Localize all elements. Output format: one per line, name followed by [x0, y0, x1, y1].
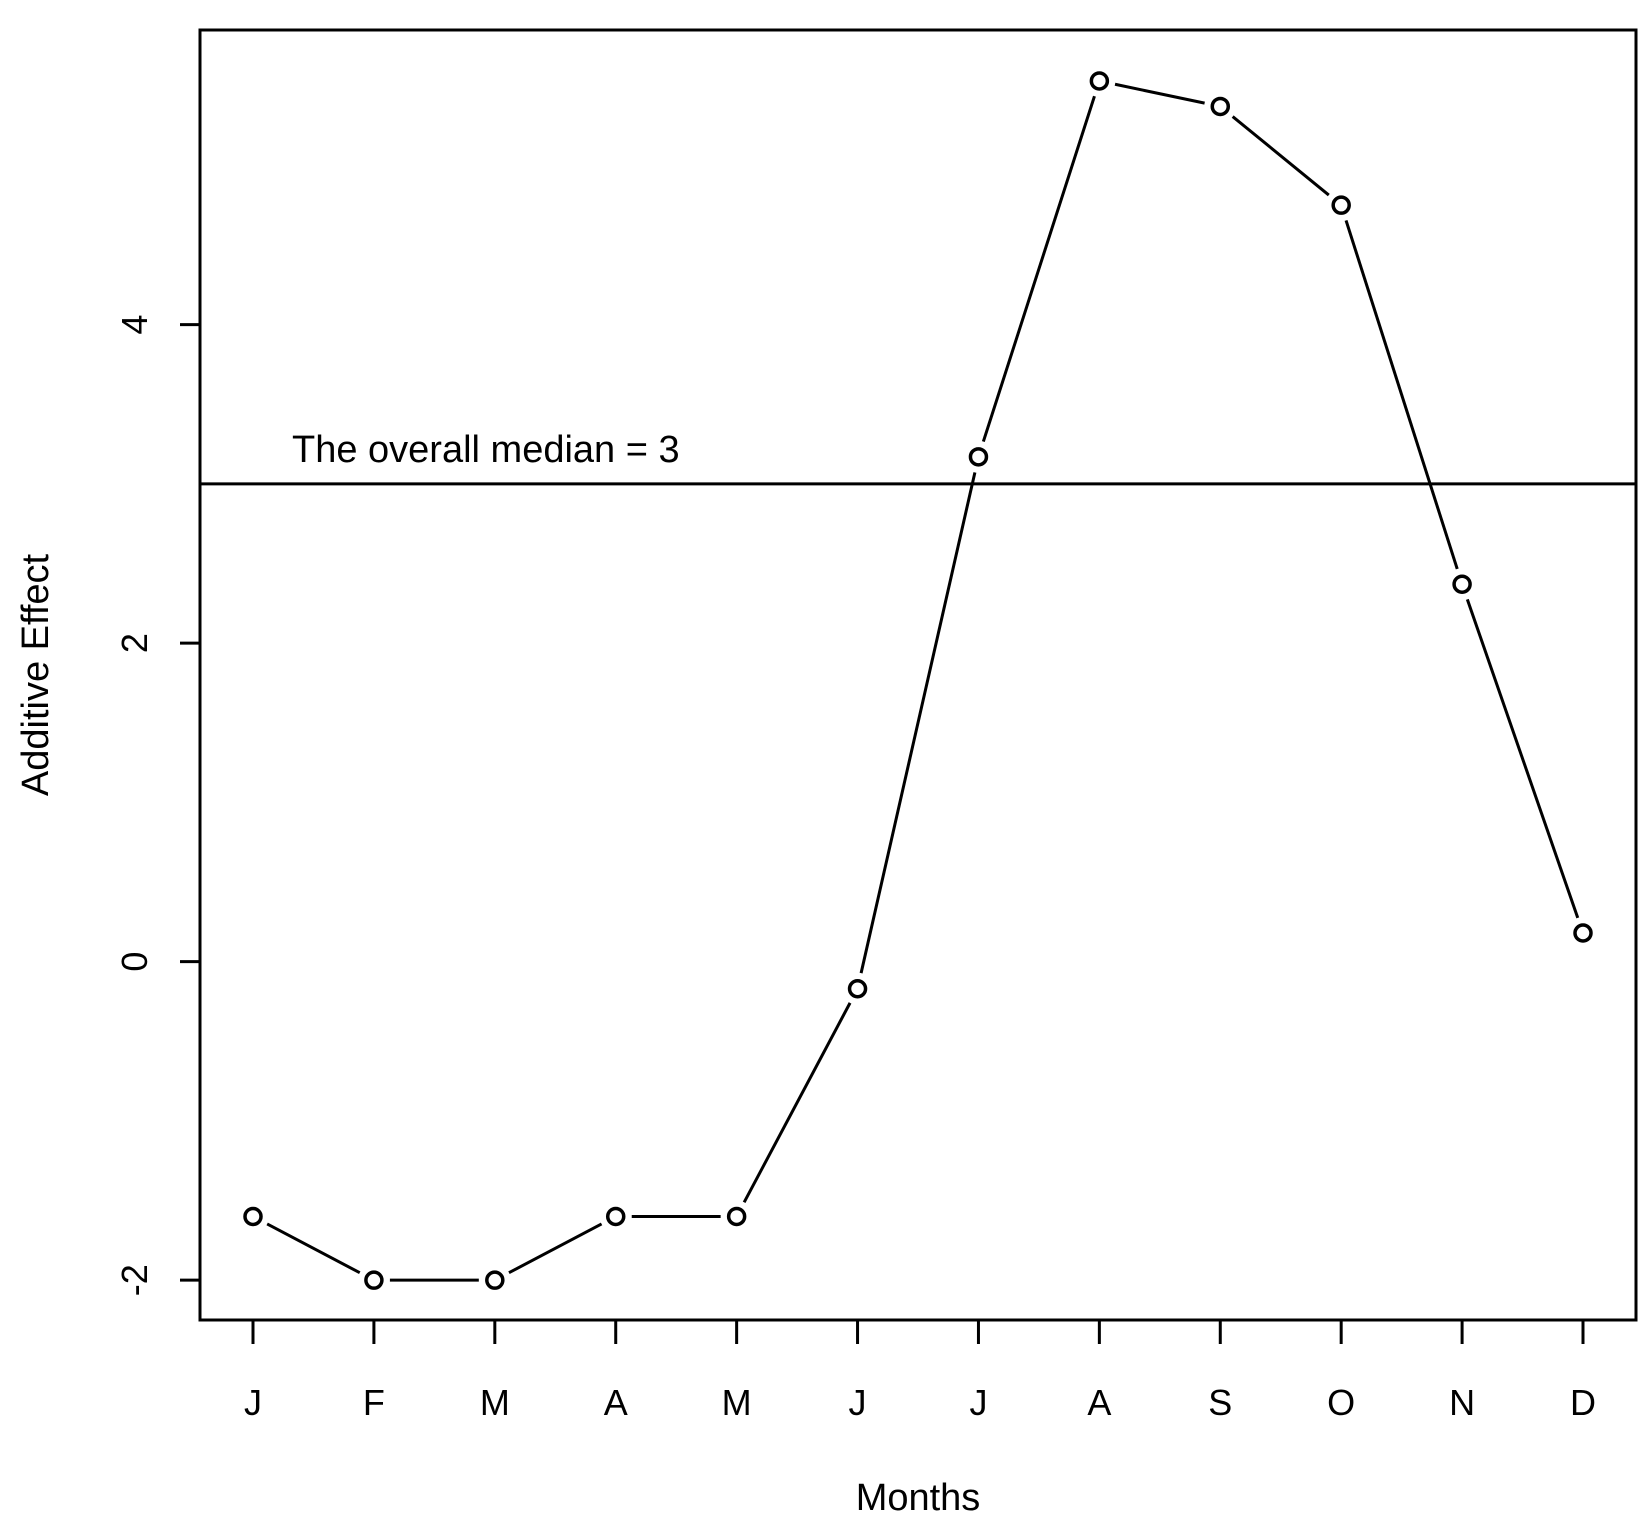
y-axis: -2 0 2 4	[114, 315, 200, 1296]
data-point	[485, 1270, 505, 1290]
series-line-segment	[859, 472, 977, 974]
data-series	[243, 71, 1593, 1290]
median-reference: The overall median = 3	[200, 429, 1636, 486]
data-point	[1210, 96, 1231, 117]
series-line-segment	[1465, 598, 1580, 919]
data-point	[1331, 195, 1351, 215]
y-tick-label: 0	[114, 952, 155, 972]
data-point	[968, 447, 989, 467]
x-tick-label: A	[604, 1382, 628, 1423]
x-tick-label: J	[244, 1382, 262, 1423]
x-tick-label: S	[1208, 1382, 1232, 1423]
x-tick-label: J	[969, 1382, 987, 1423]
series-line-segment	[508, 1222, 603, 1275]
series-line-segment	[981, 95, 1096, 443]
data-point	[1089, 71, 1110, 91]
x-tick-label: J	[849, 1382, 867, 1423]
series-line-segment	[1231, 115, 1330, 197]
y-tick-label: 2	[114, 633, 155, 653]
data-point	[726, 1206, 747, 1227]
x-tick-label: A	[1087, 1382, 1111, 1423]
x-tick-label: F	[363, 1382, 385, 1423]
y-axis-title: Additive Effect	[15, 553, 57, 796]
median-annotation: The overall median = 3	[292, 429, 680, 471]
data-point	[605, 1206, 626, 1227]
x-tick-label: M	[480, 1382, 510, 1423]
x-tick-label: N	[1449, 1382, 1475, 1423]
data-point	[243, 1206, 263, 1227]
x-axis-title: Months	[856, 1477, 981, 1519]
series-line-segment	[1114, 82, 1205, 105]
data-point	[847, 978, 868, 999]
y-tick-label: 4	[114, 315, 155, 335]
data-point	[1452, 574, 1472, 594]
x-tick-label: D	[1570, 1382, 1596, 1423]
series-line-segment	[1344, 219, 1459, 570]
data-point	[1573, 923, 1593, 943]
series-line-segment	[266, 1222, 361, 1275]
plot-frame	[198, 28, 1638, 1322]
x-tick-label: O	[1327, 1382, 1355, 1423]
y-tick-label: -2	[114, 1264, 155, 1296]
data-point	[364, 1270, 384, 1290]
x-tick-label: M	[722, 1382, 752, 1423]
series-line-segment	[742, 1002, 852, 1204]
